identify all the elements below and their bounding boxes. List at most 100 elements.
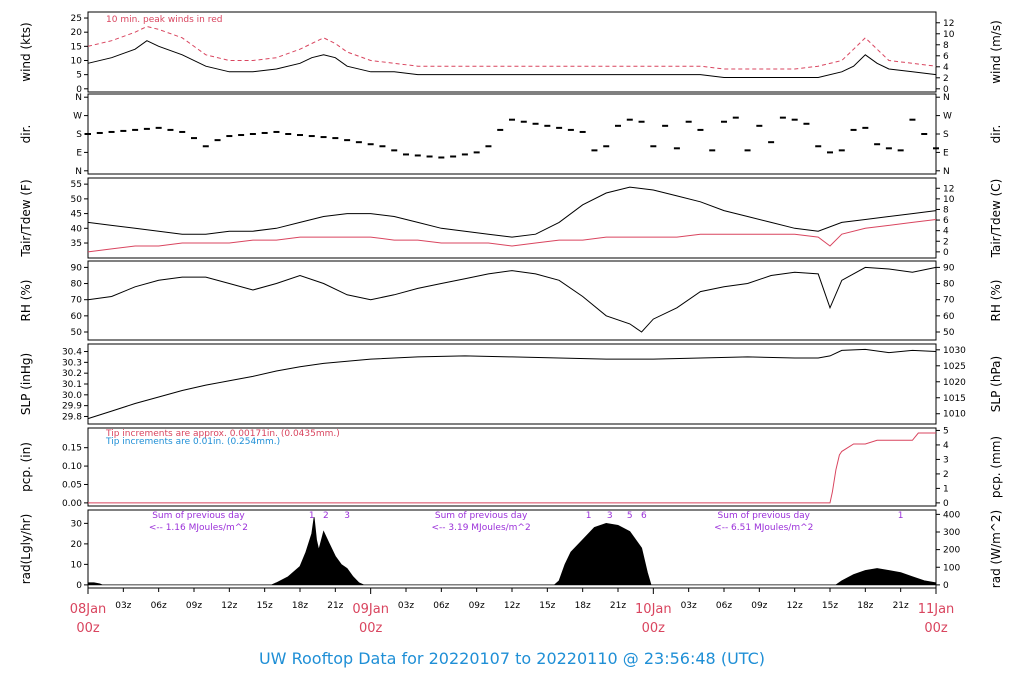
y-tick-label-left: 30.4 [62, 348, 82, 358]
y-tick-label-right: 2 [943, 470, 949, 480]
y-tick-label-left: 30 [71, 519, 83, 529]
y-axis-label-left: pcp. (in) [19, 442, 33, 492]
panel-wind [84, 11, 940, 93]
rad-marker: 1 [586, 511, 592, 521]
x-tick-label: 12z [221, 601, 237, 611]
y-tick-label-left: 90 [71, 263, 83, 273]
rad-marker: 3 [344, 511, 350, 521]
x-tick-label: 15z [822, 601, 838, 611]
rad-marker: 6 [641, 511, 647, 521]
y-tick-label-left: N [75, 167, 82, 177]
panel-frame [87, 177, 937, 259]
y-axis-label-right: SLP (hPa) [989, 356, 1003, 412]
y-tick-label-left: 30.1 [62, 380, 82, 390]
y-tick-label-right: 100 [943, 563, 960, 573]
y-axis-label-right: rad (W/m^2) [989, 510, 1003, 588]
y-tick-label-right: 3 [943, 455, 949, 465]
y-tick-label-left: 50 [71, 328, 83, 338]
line-series [87, 348, 937, 420]
y-tick-label-right: 10 [943, 30, 955, 40]
rad-marker: 1 [309, 511, 315, 521]
rad-marker: 3 [607, 511, 613, 521]
y-tick-label-left: 10 [71, 560, 83, 570]
y-tick-label-left: 60 [71, 312, 83, 322]
panel-pcp [84, 427, 940, 507]
area-series [87, 517, 937, 586]
y-tick-label-left: 50 [71, 195, 83, 205]
y-tick-label-right: 1 [943, 484, 949, 494]
y-tick-label-left: S [76, 130, 82, 140]
panel-frame [87, 93, 937, 175]
x-day-label-date: 09Jan [352, 602, 389, 617]
y-tick-label-left: 5 [76, 71, 82, 81]
y-tick-label-right: 10 [943, 195, 955, 205]
y-tick-label-left: E [76, 148, 82, 158]
x-tick-label: 21z [893, 601, 909, 611]
y-tick-label-right: S [943, 130, 949, 140]
x-tick-label: 18z [292, 601, 308, 611]
y-tick-label-left: 0 [76, 581, 82, 591]
y-tick-label-right: 90 [943, 263, 955, 273]
y-tick-label-right: 5 [943, 426, 949, 436]
day-summary-title: Sum of previous day [718, 511, 811, 521]
x-day-label-date: 08Jan [70, 602, 107, 617]
x-tick-label: 12z [787, 601, 803, 611]
x-tick-label: 03z [115, 601, 131, 611]
y-tick-label-right: 60 [943, 312, 955, 322]
rad-marker: 1 [898, 511, 904, 521]
x-tick-label: 09z [469, 601, 485, 611]
panel-frame [87, 343, 937, 425]
y-tick-label-right: 8 [943, 41, 949, 51]
x-day-label-time: 00z [76, 621, 100, 636]
y-tick-label-left: 15 [71, 42, 82, 52]
panel-slp [84, 343, 940, 425]
panel-rh [84, 260, 940, 341]
y-axis-label-left: Tair/Tdew (F) [19, 179, 33, 257]
y-tick-label-right: 8 [943, 205, 949, 215]
y-tick-label-right: N [943, 93, 950, 103]
y-tick-label-left: 0.10 [62, 462, 82, 472]
x-tick-label: 06z [716, 601, 732, 611]
x-tick-label: 06z [433, 601, 449, 611]
y-tick-label-left: 55 [71, 180, 82, 190]
x-day-label-time: 00z [924, 621, 948, 636]
line-series [87, 186, 937, 238]
y-tick-label-left: 25 [71, 14, 82, 24]
rad-marker: 2 [323, 511, 329, 521]
x-tick-label: 21z [327, 601, 343, 611]
x-tick-label: 15z [539, 601, 555, 611]
line-series [87, 25, 937, 70]
y-tick-label-right: 1010 [943, 410, 966, 420]
line-series [88, 432, 936, 504]
x-tick-label: 15z [257, 601, 273, 611]
y-axis-label-left: SLP (inHg) [19, 353, 33, 415]
y-tick-label-left: 30.0 [62, 391, 82, 401]
y-tick-label-right: 4 [943, 441, 949, 451]
y-tick-label-right: 1030 [943, 346, 966, 356]
panel-temperature [84, 177, 940, 259]
y-axis-label-left: dir. [19, 125, 33, 144]
y-tick-label-right: 0 [943, 85, 949, 95]
panel-dir [84, 93, 940, 175]
rad-marker: 5 [627, 511, 633, 521]
x-tick-label: 09z [751, 601, 767, 611]
y-tick-label-right: 2 [943, 74, 949, 84]
panel-rad [84, 509, 940, 589]
tip-note-exact: Tip increments are 0.01in. (0.254mm.) [105, 437, 280, 447]
line-series [87, 266, 937, 333]
y-tick-label-left: 30.2 [62, 369, 82, 379]
y-tick-label-right: 80 [943, 280, 955, 290]
x-day-label-date: 10Jan [635, 602, 672, 617]
y-tick-label-left: 35 [71, 239, 82, 249]
y-tick-label-left: 29.9 [62, 402, 82, 412]
y-axis-label-right: wind (m/s) [989, 20, 1003, 84]
panel-frame [87, 11, 937, 93]
y-tick-label-right: E [943, 148, 949, 158]
chart-title: UW Rooftop Data for 20220107 to 20220110… [258, 649, 766, 668]
line-series [87, 219, 937, 253]
y-tick-label-left: W [73, 112, 82, 122]
x-tick-label: 06z [151, 601, 167, 611]
y-tick-label-right: 400 [943, 510, 960, 520]
day-summary-title: Sum of previous day [435, 511, 528, 521]
